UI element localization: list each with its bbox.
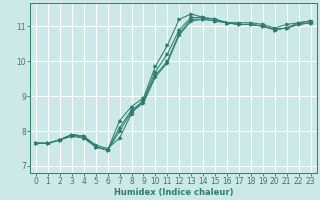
X-axis label: Humidex (Indice chaleur): Humidex (Indice chaleur): [114, 188, 233, 197]
